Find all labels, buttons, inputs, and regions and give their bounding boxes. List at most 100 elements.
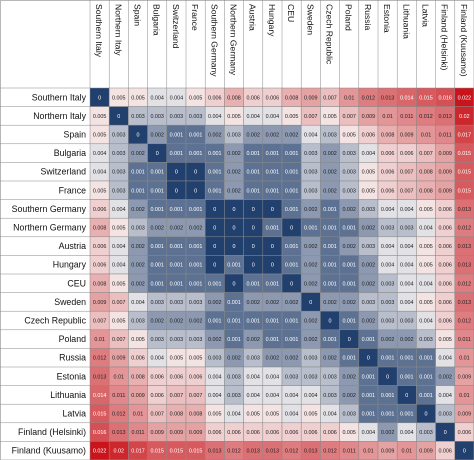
heatmap-cell-value: 0.004: [208, 393, 222, 399]
heatmap-cell-value: 0.006: [266, 95, 280, 101]
heatmap-cell-value: 0.001: [227, 337, 241, 343]
heatmap-cell-value: 0.001: [246, 151, 260, 157]
heatmap-cell-value: 0.005: [342, 430, 356, 436]
heatmap-cell-value: 0.001: [150, 170, 164, 176]
heatmap-cell-value: 0.001: [170, 151, 184, 157]
heatmap-cell-value: 0.002: [362, 263, 376, 269]
heatmap-cell-value: 0.009: [419, 449, 433, 455]
heatmap-cell-value: 0: [290, 281, 293, 287]
heatmap-cell-value: 0.004: [246, 393, 260, 399]
heatmap-cell-value: 0: [309, 300, 312, 306]
column-label-lithuania: Lithuania: [401, 4, 411, 39]
heatmap-cell-value: 0.002: [208, 300, 222, 306]
heatmap-cell-value: 0.004: [400, 244, 414, 250]
heatmap-cell-value: 0.001: [150, 281, 164, 287]
heatmap-cell-value: 0.002: [342, 393, 356, 399]
heatmap-cell-value: 0.003: [400, 319, 414, 325]
heatmap-cell-value: 0: [175, 170, 178, 176]
heatmap-cell-value: 0: [252, 263, 255, 269]
heatmap-cell-value: 0.003: [227, 133, 241, 139]
heatmap-cell-value: 0.001: [362, 412, 376, 418]
heatmap-cell-value: 0.007: [112, 337, 126, 343]
heatmap-cell-value: 0.001: [246, 281, 260, 287]
heatmap-cell-value: 0.001: [323, 263, 337, 269]
row-label-spain: Spain: [64, 130, 87, 140]
heatmap-cell-value: 0.012: [458, 281, 472, 287]
heatmap-cell-value: 0.011: [343, 449, 356, 455]
heatmap-cell-value: 0.001: [266, 226, 280, 232]
heatmap-cell-value: 0: [156, 151, 159, 157]
heatmap-cell-value: 0.001: [362, 374, 376, 380]
heatmap-cell-value: 0.002: [304, 281, 318, 287]
heatmap-cell-value: 0.001: [227, 263, 241, 269]
heatmap-cell-value: 0.006: [362, 133, 376, 139]
heatmap-cell-value: 0: [348, 337, 351, 343]
heatmap-cell-value: 0.003: [131, 226, 145, 232]
column-label-hungary: Hungary: [267, 4, 277, 37]
heatmap-cell-value: 0.005: [112, 226, 126, 232]
heatmap-cell-value: 0.005: [131, 95, 145, 101]
row-label-russia: Russia: [59, 353, 86, 363]
heatmap-cell-value: 0.016: [438, 95, 452, 101]
heatmap-cell-value: 0.011: [400, 114, 413, 120]
heatmap-cell-value: 0.004: [285, 412, 299, 418]
heatmap-cell-value: 0.006: [227, 430, 241, 436]
heatmap-cell-value: 0.006: [93, 263, 107, 269]
heatmap-cell-value: 0.002: [342, 244, 356, 250]
heatmap-cell-value: 0.011: [439, 133, 452, 139]
heatmap-cell-value: 0.005: [266, 412, 280, 418]
heatmap-cell-value: 0.001: [189, 207, 203, 213]
heatmap-cell-value: 0.004: [323, 412, 337, 418]
heatmap-cell-value: 0.004: [400, 430, 414, 436]
heatmap-cells: [89, 87, 474, 460]
heatmap-cell-value: 0.008: [93, 281, 107, 287]
heatmap-cell-value: 0.01: [382, 114, 393, 120]
heatmap-cell-value: 0.002: [266, 300, 280, 306]
heatmap-cell-value: 0.006: [381, 170, 395, 176]
row-label-lithuania: Lithuania: [50, 390, 86, 400]
heatmap-cell-value: 0: [386, 374, 389, 380]
heatmap-cell-value: 0: [329, 319, 332, 325]
heatmap-cell-value: 0.002: [400, 337, 414, 343]
heatmap-cell-value: 0.015: [458, 151, 472, 157]
heatmap-cell-value: 0: [194, 188, 197, 194]
heatmap-cell-value: 0.001: [419, 374, 433, 380]
heatmap-cell-value: 0: [271, 263, 274, 269]
heatmap-cell-value: 0.001: [150, 207, 164, 213]
heatmap-cell-value: 0.006: [93, 244, 107, 250]
heatmap-cell-value: 0.003: [323, 393, 337, 399]
heatmap-cell-value: 0.004: [285, 393, 299, 399]
heatmap-cell-value: 0.001: [285, 188, 299, 194]
heatmap-cell-value: 0.009: [362, 114, 376, 120]
heatmap-cell-value: 0.002: [131, 207, 145, 213]
heatmap-cell-value: 0.001: [285, 170, 299, 176]
heatmap-cell-value: 0.007: [189, 393, 203, 399]
row-label-estonia: Estonia: [57, 371, 86, 381]
heatmap-cell-value: 0.001: [323, 244, 337, 250]
heatmap-cell-value: 0.005: [362, 188, 376, 194]
heatmap-cell-value: 0.001: [304, 226, 318, 232]
heatmap-cell-value: 0.001: [266, 170, 280, 176]
heatmap-cell-value: 0.002: [131, 244, 145, 250]
heatmap-cell-value: 0.004: [419, 319, 433, 325]
heatmap-cell-value: 0.013: [438, 114, 452, 120]
heatmap-cell-value: 0.004: [170, 95, 184, 101]
heatmap-cell-value: 0.005: [323, 114, 337, 120]
heatmap-cell-value: 0.001: [323, 337, 337, 343]
heatmap-cell-value: 0.003: [227, 393, 241, 399]
column-label-estonia: Estonia: [382, 4, 392, 33]
row-label-austria: Austria: [59, 241, 86, 251]
heatmap-cell-value: 0.008: [285, 95, 299, 101]
heatmap-cell-value: 0.015: [189, 449, 203, 455]
heatmap-cell-value: 0.001: [170, 133, 184, 139]
heatmap-cell-value: 0.009: [458, 374, 472, 380]
heatmap-cell-value: 0.004: [112, 244, 126, 250]
heatmap-cell-value: 0.001: [381, 393, 395, 399]
heatmap-cell-value: 0.004: [381, 244, 395, 250]
heatmap-cell-value: 0.007: [150, 412, 164, 418]
heatmap-cell-value: 0.01: [133, 412, 144, 418]
heatmap-cell-value: 0.002: [362, 226, 376, 232]
heatmap-cell-value: 0.003: [246, 356, 260, 362]
heatmap-cell-value: 0.001: [170, 263, 184, 269]
heatmap-cell-value: 0.001: [342, 319, 356, 325]
